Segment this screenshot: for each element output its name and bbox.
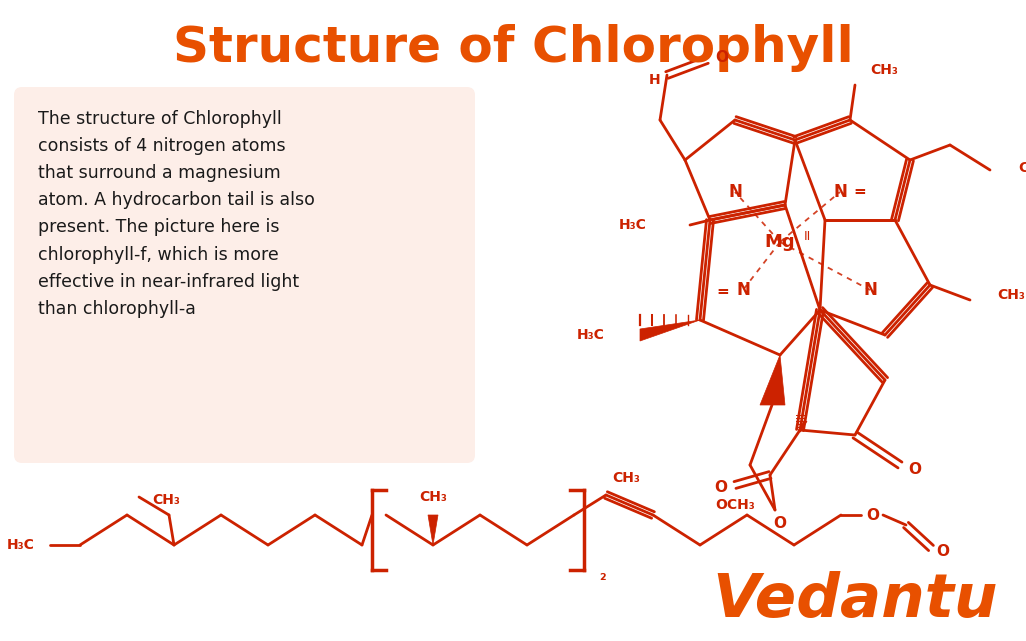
- Text: O: O: [937, 544, 949, 560]
- Text: O: O: [714, 479, 727, 494]
- Text: H₃C: H₃C: [7, 538, 35, 552]
- Text: O: O: [867, 508, 879, 522]
- Text: N: N: [863, 281, 877, 299]
- Text: N: N: [728, 183, 742, 201]
- Text: CH₃: CH₃: [419, 490, 447, 504]
- Text: H₃C: H₃C: [577, 328, 605, 342]
- Text: N: N: [736, 281, 750, 299]
- Text: CH₃: CH₃: [152, 493, 180, 507]
- Text: O: O: [908, 463, 921, 478]
- Text: CH₃: CH₃: [997, 288, 1025, 302]
- Text: CH₃: CH₃: [1018, 161, 1026, 175]
- Text: CH₃: CH₃: [870, 63, 898, 77]
- FancyBboxPatch shape: [14, 87, 475, 463]
- Text: H: H: [649, 73, 661, 87]
- Text: =: =: [854, 185, 866, 199]
- Text: CH₃: CH₃: [613, 471, 640, 485]
- Text: Vedantu: Vedantu: [712, 570, 997, 629]
- Text: H₃C: H₃C: [619, 218, 647, 232]
- Text: Mg: Mg: [764, 233, 795, 251]
- Text: =: =: [716, 285, 729, 299]
- Text: The structure of Chlorophyll
consists of 4 nitrogen atoms
that surround a magnes: The structure of Chlorophyll consists of…: [38, 110, 315, 318]
- Polygon shape: [640, 320, 700, 341]
- Text: ₂: ₂: [599, 567, 605, 583]
- Text: N: N: [833, 183, 846, 201]
- Polygon shape: [760, 355, 785, 405]
- Text: OCH₃: OCH₃: [715, 498, 755, 512]
- Text: II: II: [803, 231, 811, 244]
- Text: Structure of Chlorophyll: Structure of Chlorophyll: [172, 24, 854, 72]
- Polygon shape: [428, 515, 438, 545]
- Text: O: O: [715, 51, 728, 65]
- Text: O: O: [774, 517, 787, 531]
